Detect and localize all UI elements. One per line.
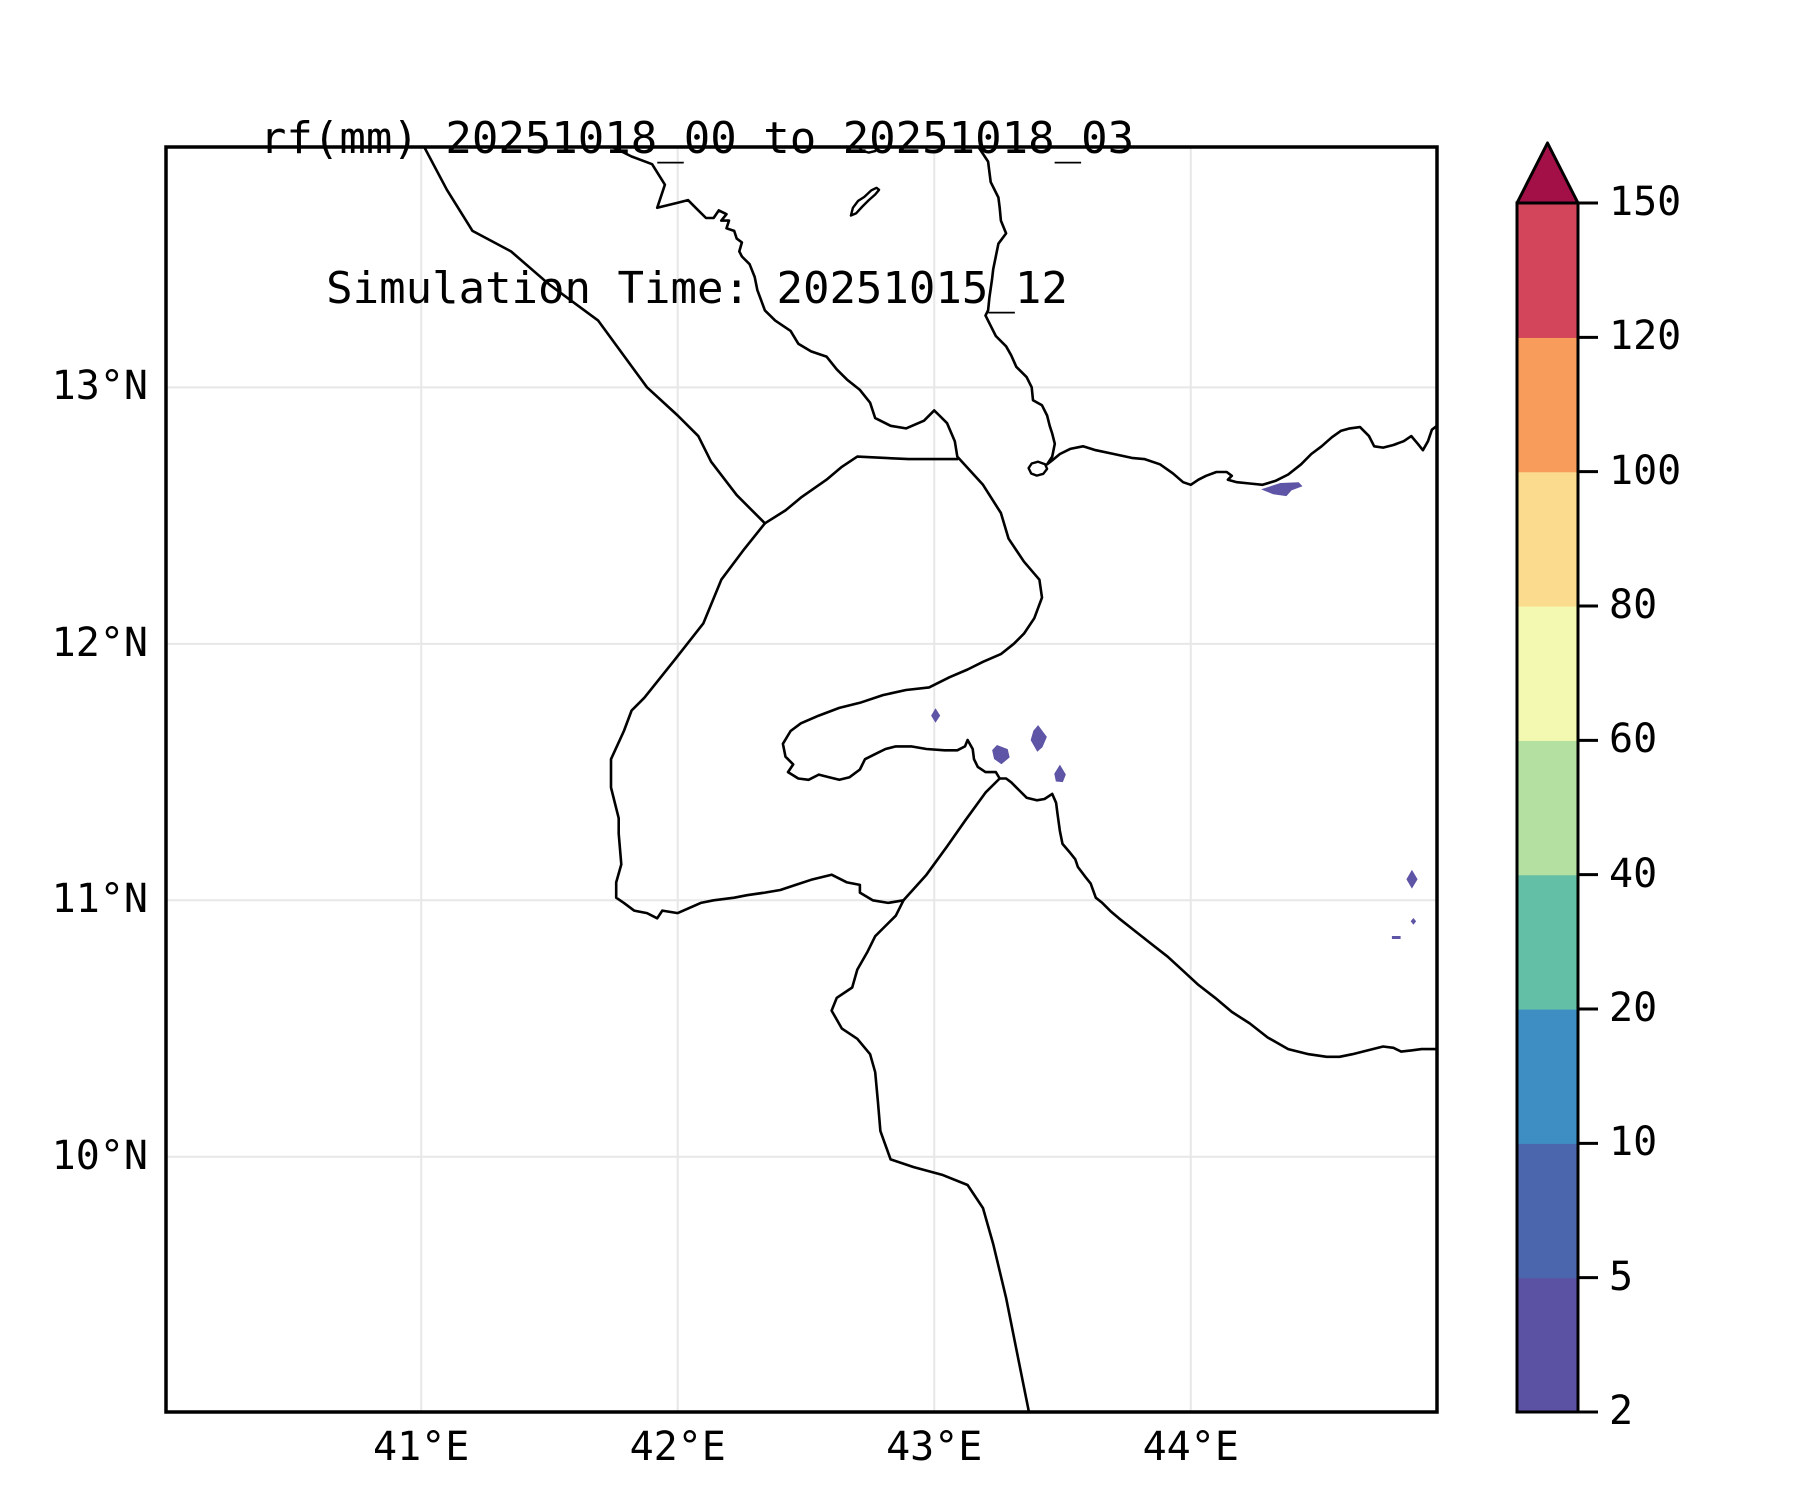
rain-patch [1406,869,1418,889]
colorbar-extend-arrow [1515,141,1580,205]
rain-patch [931,708,941,723]
colorbar-segment [1517,1143,1578,1279]
colorbar-tick-label: 10 [1609,1119,1658,1166]
border-path [609,521,905,920]
rain-patch [992,745,1010,765]
lon-tick-label: 44°E [1142,1424,1239,1470]
colorbar-segment [1517,874,1578,1010]
lat-tick-label: 11°N [51,876,148,923]
border-path [422,147,767,525]
colorbar-tick-label: 20 [1609,985,1658,1031]
hanish-island-outline [849,186,881,217]
lat-tick-label: 13°N [51,363,148,410]
rain-patch [1054,764,1066,783]
lon-tick-label: 42°E [629,1424,726,1470]
border-path [902,777,1002,902]
coastline-path [609,147,1437,1059]
title-block: rf(mm) 20251018_00 to 20251018_03 Simula… [100,14,1294,414]
map-canvas [166,147,1437,1412]
rain-patch [1410,918,1417,925]
colorbar-tick-label: 40 [1609,850,1658,897]
lon-tick-label: 43°E [886,1424,983,1470]
colorbar-segment [1517,1009,1578,1144]
rain-patch [1391,936,1401,939]
chart-title: rf(mm) 20251018_00 to 20251018_03 [259,113,1135,164]
chart-subtitle: Simulation Time: 20251015_12 [326,263,1068,314]
zuqar-island-clipped-outline [857,147,881,154]
colorbar-segment [1517,337,1578,473]
colorbar-segment [1517,606,1578,741]
rain-patch [1030,725,1047,752]
lon-tick-label: 41°E [373,1424,470,1470]
colorbar-tick-label: 80 [1609,582,1658,628]
colorbar-tick-label: 120 [1609,313,1682,360]
colorbar-outline [1515,201,1580,1414]
perim-island-outline [1027,460,1049,477]
rain-patch [1261,482,1303,497]
colorbar-tick-label: 100 [1609,447,1682,494]
colorbar-tick-label: 2 [1609,1388,1634,1434]
colorbar-tick-label: 5 [1609,1253,1634,1300]
colorbar-segment [1517,203,1578,338]
coastline-path [976,147,1437,487]
colorbar [1515,141,1598,1414]
border-path [763,455,959,525]
colorbar-segment [1517,471,1578,607]
colorbar-segment [1517,740,1578,876]
lat-tick-label: 12°N [51,619,148,666]
lat-tick-label: 10°N [51,1132,148,1179]
colorbar-segment [1517,1277,1578,1413]
colorbar-tick-label: 60 [1609,716,1658,763]
map-frame [164,145,1439,1414]
colorbar-tick-label: 150 [1609,179,1682,225]
border-path [830,898,1031,1412]
